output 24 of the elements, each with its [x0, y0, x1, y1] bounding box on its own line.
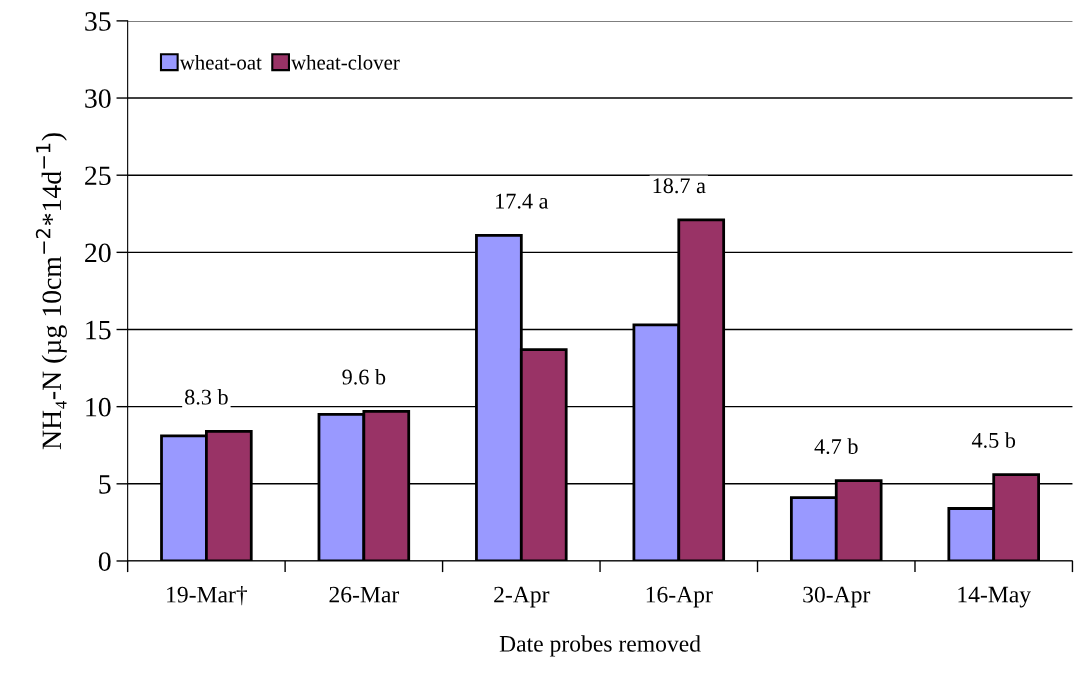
y-axis-title: NH₄-N (µg 10cm$^{−2}$*14d$^{−1}$): [35, 133, 67, 450]
y-tick-label: 0: [98, 552, 111, 571]
annotation: 4.7 b: [814, 438, 858, 455]
y-tick-label: 35: [85, 12, 111, 31]
x-tick-label: 19-Mar†: [167, 585, 247, 606]
annotation: 8.3 b: [185, 388, 228, 405]
x-tick-label: 14-May: [958, 586, 1031, 608]
y-tick-label: 10: [86, 397, 111, 417]
x-tick-label: 30-Apr: [803, 586, 871, 608]
x-tick-label: 16-Apr: [646, 586, 713, 608]
x-tick-label: 2-Apr: [494, 586, 550, 608]
legend-label: wheat-clover: [291, 54, 400, 70]
legend-label: wheat-oat: [179, 54, 262, 70]
y-tick-label: 30: [85, 89, 111, 108]
annotation: 4.5 b: [971, 432, 1016, 448]
y-tick-label: 15: [86, 320, 111, 340]
annotation: 18.7 a: [653, 178, 706, 194]
x-tick-label: 26-Mar: [329, 586, 400, 603]
x-axis-title: Date probes removed: [499, 635, 701, 657]
y-tick-label: 5: [99, 475, 111, 494]
annotation: 9.6 b: [342, 368, 386, 385]
y-tick-label: 20: [85, 243, 111, 263]
annotation: 17.4 a: [496, 193, 549, 209]
y-tick-label: 25: [85, 166, 111, 186]
